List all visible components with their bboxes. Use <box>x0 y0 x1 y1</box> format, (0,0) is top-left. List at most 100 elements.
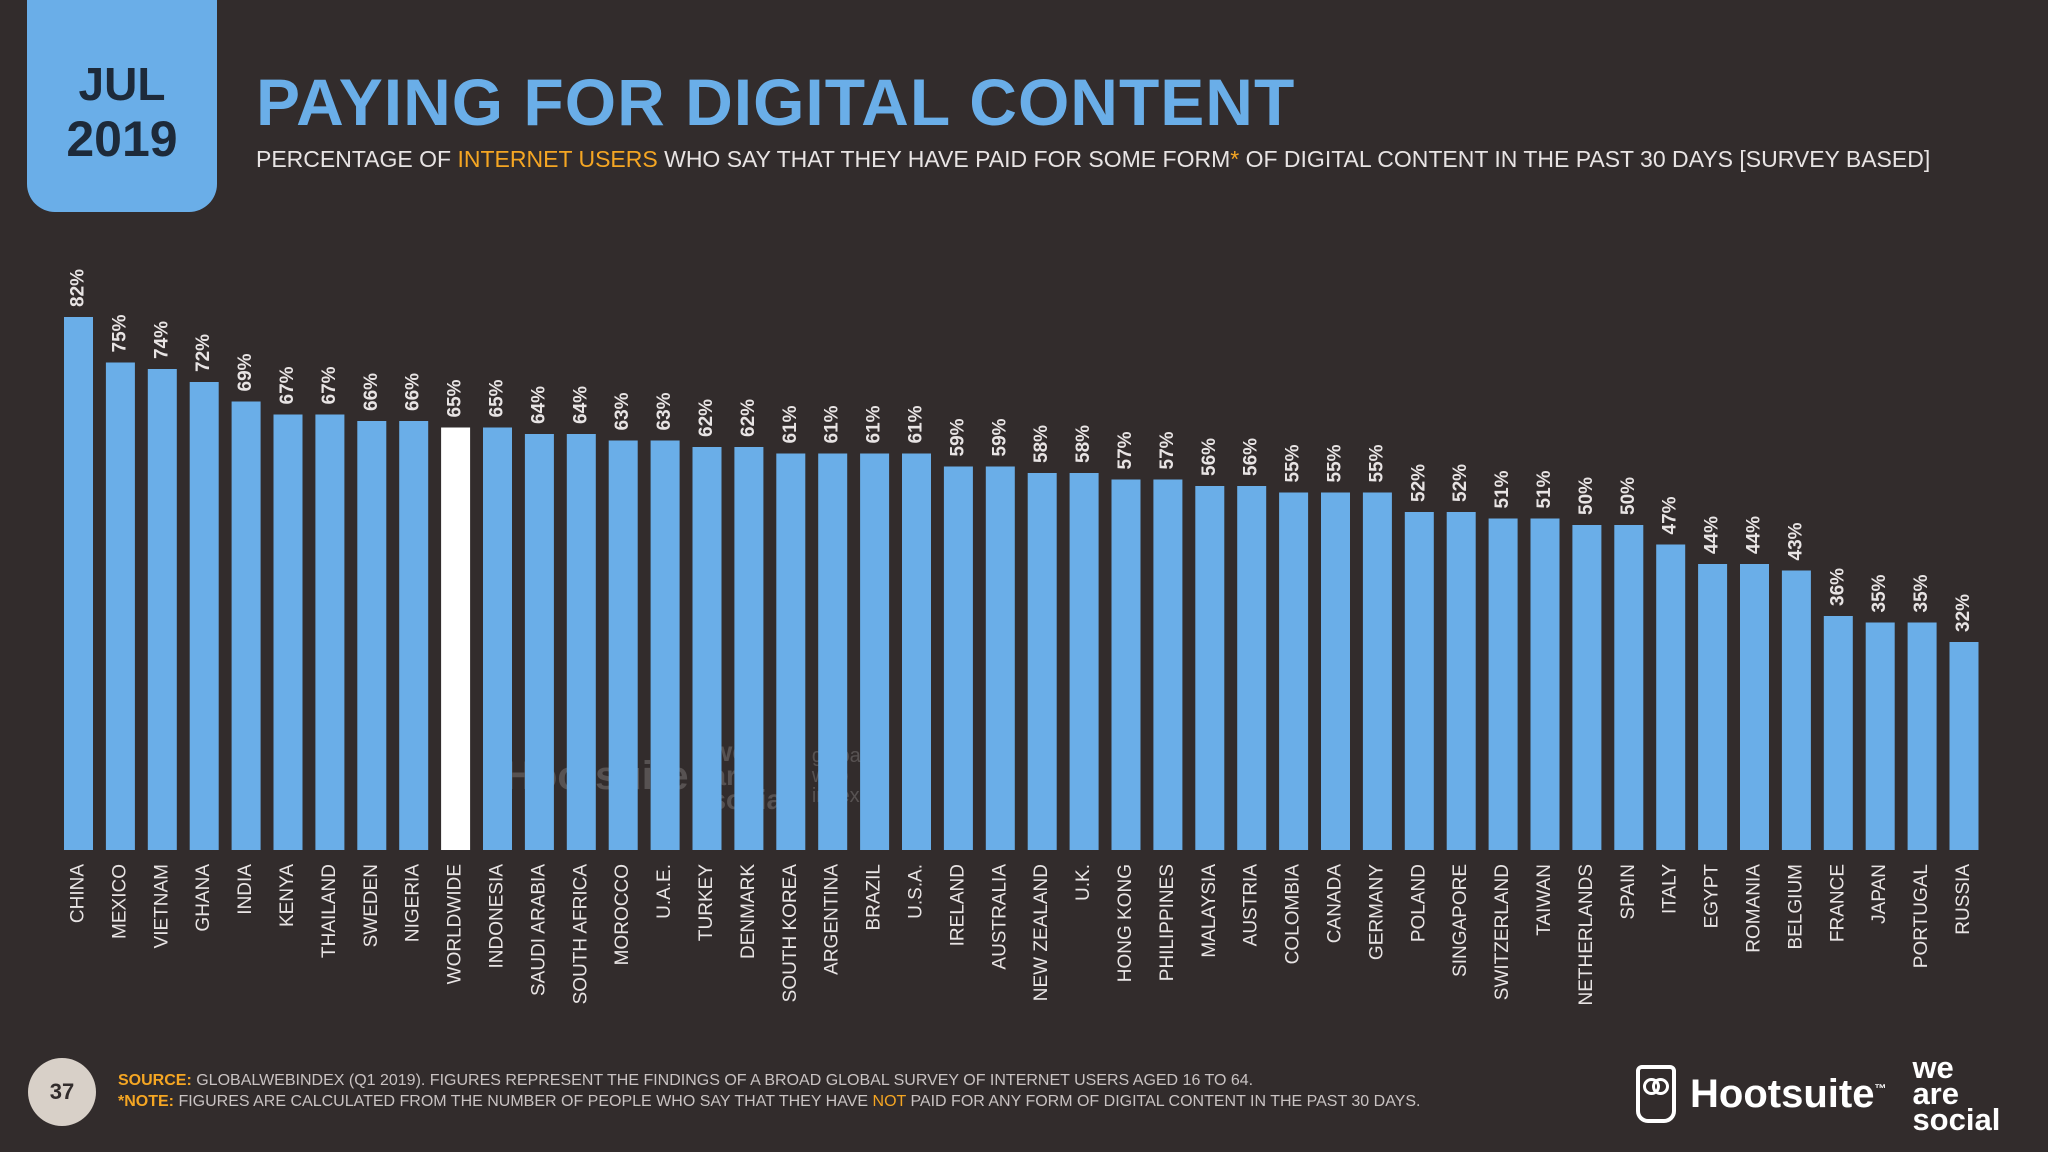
value-label-philippines: 57% <box>1157 431 1178 469</box>
category-label-ireland: IRELAND <box>947 864 968 946</box>
bar-nigeria <box>399 421 429 850</box>
source-label: SOURCE: <box>118 1072 192 1089</box>
value-label-u-k: 58% <box>1073 425 1094 463</box>
bar-chart: 82% CHINA 75% MEXICO 74% VIETNAM 72% GHANA 69% IN… <box>64 269 1979 1005</box>
value-label-morocco: 63% <box>612 392 633 430</box>
category-label-poland: POLAND <box>1408 864 1429 942</box>
category-label-u-k: U.K. <box>1073 864 1094 901</box>
was-we: we <box>1912 1050 1954 1085</box>
bar-worldwide <box>441 427 471 850</box>
bar-ghana <box>189 382 219 850</box>
value-label-brazil: 61% <box>864 405 885 443</box>
value-label-switzerland: 51% <box>1492 470 1513 508</box>
value-label-thailand: 67% <box>319 366 340 404</box>
subtitle-pre: PERCENTAGE OF <box>256 146 458 172</box>
hootsuite-logo: Hootsuite™ <box>1690 1072 1886 1117</box>
bar-egypt <box>1698 564 1728 850</box>
category-label-singapore: SINGAPORE <box>1450 864 1471 977</box>
category-label-taiwan: TAIWAN <box>1534 864 1555 936</box>
bar-russia <box>1949 642 1979 850</box>
bar-singapore <box>1446 512 1476 850</box>
category-label-spain: SPAIN <box>1618 864 1639 920</box>
bar-mexico <box>105 362 135 850</box>
category-label-philippines: PHILIPPINES <box>1157 864 1178 981</box>
was-social: social <box>1912 1102 2001 1137</box>
category-label-argentina: ARGENTINA <box>822 864 843 975</box>
category-label-germany: GERMANY <box>1366 864 1387 960</box>
value-label-canada: 55% <box>1325 444 1346 482</box>
value-label-worldwide: 65% <box>445 379 466 417</box>
value-label-malaysia: 56% <box>1199 438 1220 476</box>
category-label-mexico: MEXICO <box>109 864 130 939</box>
bar-canada <box>1321 492 1350 850</box>
value-label-france: 36% <box>1827 568 1848 606</box>
note-not: NOT <box>872 1093 906 1110</box>
category-label-france: FRANCE <box>1827 864 1848 942</box>
bar-poland <box>1404 512 1434 850</box>
category-label-hong-kong: HONG KONG <box>1115 864 1136 982</box>
bar-taiwan <box>1530 518 1560 850</box>
value-label-nigeria: 66% <box>403 373 424 411</box>
subtitle-star: * <box>1230 146 1240 172</box>
value-label-japan: 35% <box>1869 574 1890 612</box>
bar-germany <box>1362 492 1392 850</box>
bar-morocco <box>608 440 638 850</box>
bar-austria <box>1237 486 1267 850</box>
value-label-australia: 59% <box>989 418 1010 456</box>
page-title: PAYING FOR DIGITAL CONTENT <box>256 65 1296 139</box>
category-label-austria: AUSTRIA <box>1241 864 1262 947</box>
bar-u-a-e <box>650 440 680 850</box>
value-label-argentina: 61% <box>822 405 843 443</box>
category-label-netherlands: NETHERLANDS <box>1576 864 1597 1005</box>
date-badge: JUL 2019 <box>27 0 217 212</box>
value-label-spain: 50% <box>1618 477 1639 515</box>
page-number: 37 <box>28 1058 96 1126</box>
note-label: *NOTE: <box>118 1093 174 1110</box>
value-label-portugal: 35% <box>1911 574 1932 612</box>
value-label-ghana: 72% <box>193 334 214 372</box>
bar-new-zealand <box>1027 473 1057 850</box>
bar-kenya <box>273 414 303 850</box>
value-label-mexico: 75% <box>109 314 130 352</box>
category-label-china: CHINA <box>68 864 89 923</box>
bar-ireland <box>943 466 973 850</box>
category-label-sweden: SWEDEN <box>361 864 382 947</box>
source-line: SOURCE: GLOBALWEBINDEX (Q1 2019). FIGURE… <box>118 1070 1420 1091</box>
bar-thailand <box>315 414 345 850</box>
value-label-turkey: 62% <box>696 399 717 437</box>
bar-australia <box>985 466 1015 850</box>
was-are: are <box>1912 1076 1959 1111</box>
bar-u-k <box>1069 473 1099 850</box>
bar-u-s-a <box>902 453 931 850</box>
value-label-egypt: 44% <box>1702 516 1723 554</box>
bar-argentina <box>818 453 848 850</box>
value-label-india: 69% <box>235 353 256 391</box>
category-label-malaysia: MALAYSIA <box>1199 864 1220 958</box>
bar-philippines <box>1153 479 1183 850</box>
value-label-kenya: 67% <box>277 366 298 404</box>
bar-france <box>1823 616 1853 850</box>
value-label-saudi-arabia: 64% <box>528 386 549 424</box>
value-label-austria: 56% <box>1241 438 1262 476</box>
value-label-belgium: 43% <box>1785 522 1806 560</box>
value-label-colombia: 55% <box>1283 444 1304 482</box>
brand-logos: Hootsuite™ we are social <box>1636 1052 2001 1137</box>
bar-belgium <box>1781 570 1811 850</box>
bar-sweden <box>357 421 387 850</box>
source-text: GLOBALWEBINDEX (Q1 2019). FIGURES REPRES… <box>191 1072 1254 1089</box>
category-label-belgium: BELGIUM <box>1785 864 1806 950</box>
category-label-portugal: PORTUGAL <box>1911 864 1932 968</box>
category-label-saudi-arabia: SAUDI ARABIA <box>528 864 549 996</box>
value-label-netherlands: 50% <box>1576 477 1597 515</box>
category-label-south-africa: SOUTH AFRICA <box>570 864 591 1005</box>
category-label-brazil: BRAZIL <box>864 864 885 931</box>
category-label-japan: JAPAN <box>1869 864 1890 924</box>
category-label-italy: ITALY <box>1660 864 1681 914</box>
bar-saudi-arabia <box>524 434 554 850</box>
bar-denmark <box>734 447 764 850</box>
category-label-egypt: EGYPT <box>1702 864 1723 929</box>
value-label-u-a-e: 63% <box>654 392 675 430</box>
value-label-denmark: 62% <box>738 399 759 437</box>
subtitle-end: OF DIGITAL CONTENT IN THE PAST 30 DAYS [… <box>1239 146 1931 172</box>
category-label-romania: ROMANIA <box>1744 864 1765 953</box>
